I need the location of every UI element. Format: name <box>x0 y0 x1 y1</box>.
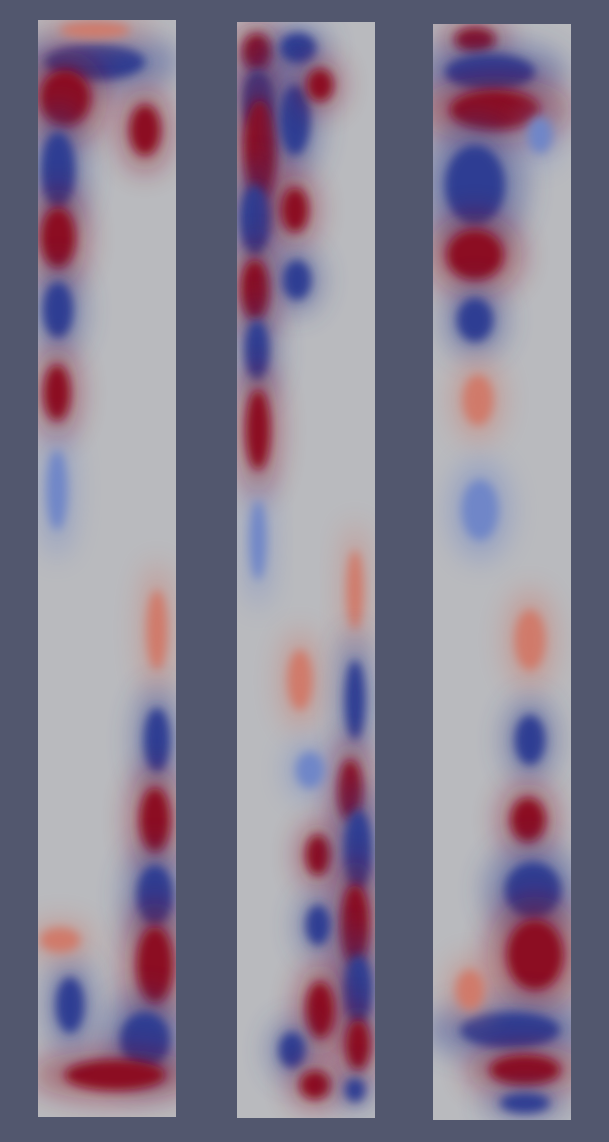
field-blob <box>137 927 173 1003</box>
field-blob <box>346 1020 370 1070</box>
field-blob <box>47 450 67 530</box>
field-blob <box>345 1078 365 1102</box>
field-blob <box>500 1093 550 1113</box>
field-blob <box>147 590 167 670</box>
field-blob <box>130 105 160 155</box>
field-blob <box>306 835 330 875</box>
field-blob <box>306 982 334 1038</box>
field-blob <box>280 85 310 155</box>
field-blob <box>296 752 324 788</box>
field-blob <box>445 145 505 225</box>
field-blob <box>282 188 308 232</box>
field-blob <box>144 708 170 772</box>
field-blob <box>279 1032 305 1068</box>
field-blob <box>515 610 545 670</box>
field-blob <box>345 660 365 740</box>
field-blob <box>507 920 563 990</box>
field-blob <box>457 298 493 342</box>
field-blob <box>307 69 333 101</box>
panel-field <box>38 20 176 1101</box>
field-blob <box>40 928 80 952</box>
field-blob <box>490 1055 560 1085</box>
field-blob <box>43 282 73 338</box>
field-blob <box>460 1012 560 1048</box>
field-blob <box>41 208 75 268</box>
field-blob <box>56 977 84 1033</box>
field-blob <box>280 33 316 63</box>
field-blob <box>288 650 312 710</box>
field-blob <box>240 185 270 255</box>
field-blob <box>44 365 70 421</box>
field-blob <box>306 905 330 945</box>
field-blob <box>463 375 493 425</box>
field-blob <box>246 390 270 470</box>
field-blob <box>462 480 498 540</box>
field-blob <box>283 260 311 300</box>
field-blob <box>528 117 552 153</box>
panel-field <box>433 24 571 1120</box>
field-blob <box>515 715 545 765</box>
field-blob <box>456 970 484 1010</box>
field-blob <box>65 1060 165 1090</box>
field-blob <box>300 1071 330 1099</box>
panel-field <box>237 22 375 1111</box>
field-blob <box>250 500 266 580</box>
field-blob <box>60 22 130 38</box>
field-blob <box>140 788 170 852</box>
field-blob <box>347 550 363 630</box>
field-blob <box>447 230 503 280</box>
field-blob <box>41 132 75 208</box>
field-blob <box>511 798 545 842</box>
